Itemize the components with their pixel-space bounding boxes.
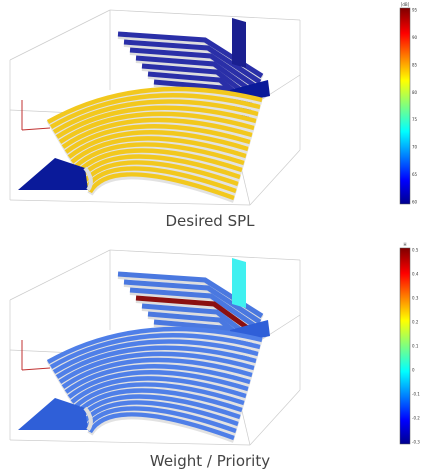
seat-row	[49, 333, 261, 369]
box-edge	[109, 249, 301, 261]
seat-row	[76, 388, 243, 414]
seat-row	[46, 326, 263, 364]
seat-row	[70, 136, 247, 164]
axis-marker	[21, 127, 51, 131]
seat-row	[85, 406, 237, 434]
seat-row	[135, 55, 258, 97]
colorbar-tick: 0.5	[412, 248, 419, 253]
seat-row	[123, 39, 262, 85]
seat-row	[67, 130, 249, 159]
wall-panel	[232, 258, 246, 308]
seat-row	[61, 357, 253, 389]
seat-row	[67, 370, 249, 399]
colorbar-tick: 0.2	[412, 320, 419, 325]
colorbar-tick: 0.3	[412, 296, 419, 301]
seat-row	[85, 166, 237, 194]
seat-row	[82, 160, 239, 187]
seat-row	[55, 105, 257, 139]
colorbar-tick: 95	[412, 8, 418, 13]
seat-row	[73, 382, 245, 409]
box-edge	[9, 249, 111, 301]
seat-row	[58, 111, 255, 144]
seat-row	[135, 295, 258, 337]
colorbar-tick: 85	[412, 62, 418, 67]
seat-block-edge	[83, 406, 93, 432]
colorbar	[399, 7, 411, 205]
colorbar-tick: 75	[412, 117, 418, 122]
colorbar-tick: 0	[412, 368, 415, 373]
seat-row	[64, 364, 251, 394]
seat-row	[70, 376, 247, 404]
seat-row	[82, 400, 239, 427]
seat-row	[88, 172, 235, 201]
colorbar-tick: 80	[412, 90, 418, 95]
box-edge	[9, 439, 251, 446]
colorbar-label: H	[403, 242, 406, 247]
box-edge	[9, 199, 251, 206]
seat-block-edge	[83, 166, 93, 192]
axis-marker	[21, 367, 51, 371]
box-edge	[9, 9, 111, 61]
box-edge	[249, 389, 301, 446]
seat-row	[73, 142, 245, 169]
colorbar-tick: -0.2	[412, 416, 420, 421]
seat-block	[18, 398, 88, 430]
seat-row	[55, 345, 257, 379]
wall-panel	[232, 18, 246, 68]
seat-row	[46, 86, 263, 124]
seat-row	[79, 394, 241, 420]
seat-row	[52, 339, 259, 374]
seat-row	[88, 412, 235, 441]
seat-row	[76, 148, 243, 174]
seat-row	[123, 279, 262, 325]
caption: Desired SPL	[165, 212, 255, 230]
seat-row	[79, 154, 241, 180]
scene: Weight / Priority H 0.5 0.4 0.3 0.2 0.1 0 -0.1 -0…	[9, 242, 420, 470]
colorbar-tick: 60	[412, 200, 418, 205]
colorbar-tick: -0.3	[412, 440, 420, 445]
seat-row	[58, 351, 255, 384]
caption: Weight / Priority	[150, 452, 270, 470]
colorbar	[399, 247, 411, 445]
box-edge	[249, 149, 301, 206]
box-edge	[109, 9, 301, 21]
colorbar-label: [dB]	[401, 2, 410, 7]
scene: Desired SPL [dB]95 90 85 80 75 70 65 60	[9, 2, 418, 230]
colorbar-tick: 0.4	[412, 272, 419, 277]
colorbar-tick: 65	[412, 172, 418, 177]
seat-row	[129, 47, 260, 91]
seat-row	[61, 117, 253, 149]
seat-row	[52, 99, 259, 134]
colorbar-tick: -0.1	[412, 392, 420, 397]
seat-block	[18, 158, 88, 190]
seat-row	[49, 93, 261, 129]
seat-row	[129, 287, 260, 331]
colorbar-tick: 70	[412, 145, 418, 150]
colorbar-tick: 90	[412, 35, 418, 40]
colorbar-tick: 0.1	[412, 344, 419, 349]
seat-row	[64, 124, 251, 154]
